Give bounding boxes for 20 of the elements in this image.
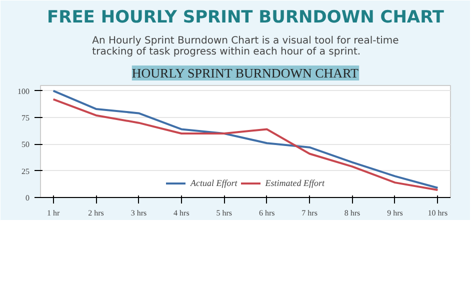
y-tick-label: 100: [18, 86, 30, 96]
x-tick-label: 5 hrs: [216, 208, 232, 218]
y-tick-label: 0: [26, 194, 30, 202]
x-tick-label: 9 hrs: [387, 208, 403, 218]
y-tick-label: 25: [22, 166, 30, 176]
x-tick-label: 8 hrs: [344, 208, 360, 218]
text: HOURLY SPRINT BURNDOWN CHART: [132, 66, 358, 80]
x-tick-label: 3 hrs: [130, 208, 147, 218]
legend-label: Estimated Effort: [265, 178, 324, 188]
x-tick-label: 2 hrs: [88, 208, 104, 218]
x-tick-label: 1 hr: [46, 208, 60, 218]
x-tick-label: 6 hrs: [258, 208, 275, 218]
y-tick-label: 75: [22, 114, 30, 122]
y-tick-label: 50: [22, 140, 30, 150]
chart-title: FREE HOURLY SPRINT BURNDOWN CHART: [46, 8, 444, 28]
x-tick-label: 10 hrs: [428, 208, 448, 218]
legend-label: Actual Effort: [190, 178, 238, 188]
chart-subtitle: An Hourly Sprint Burndown Chart is a visual tool for real-time tracking of task progress within each hour of a sprint.: [92, 36, 399, 58]
x-tick-label: 7 hrs: [302, 208, 318, 218]
x-tick-label: 4 hrs: [174, 208, 190, 218]
